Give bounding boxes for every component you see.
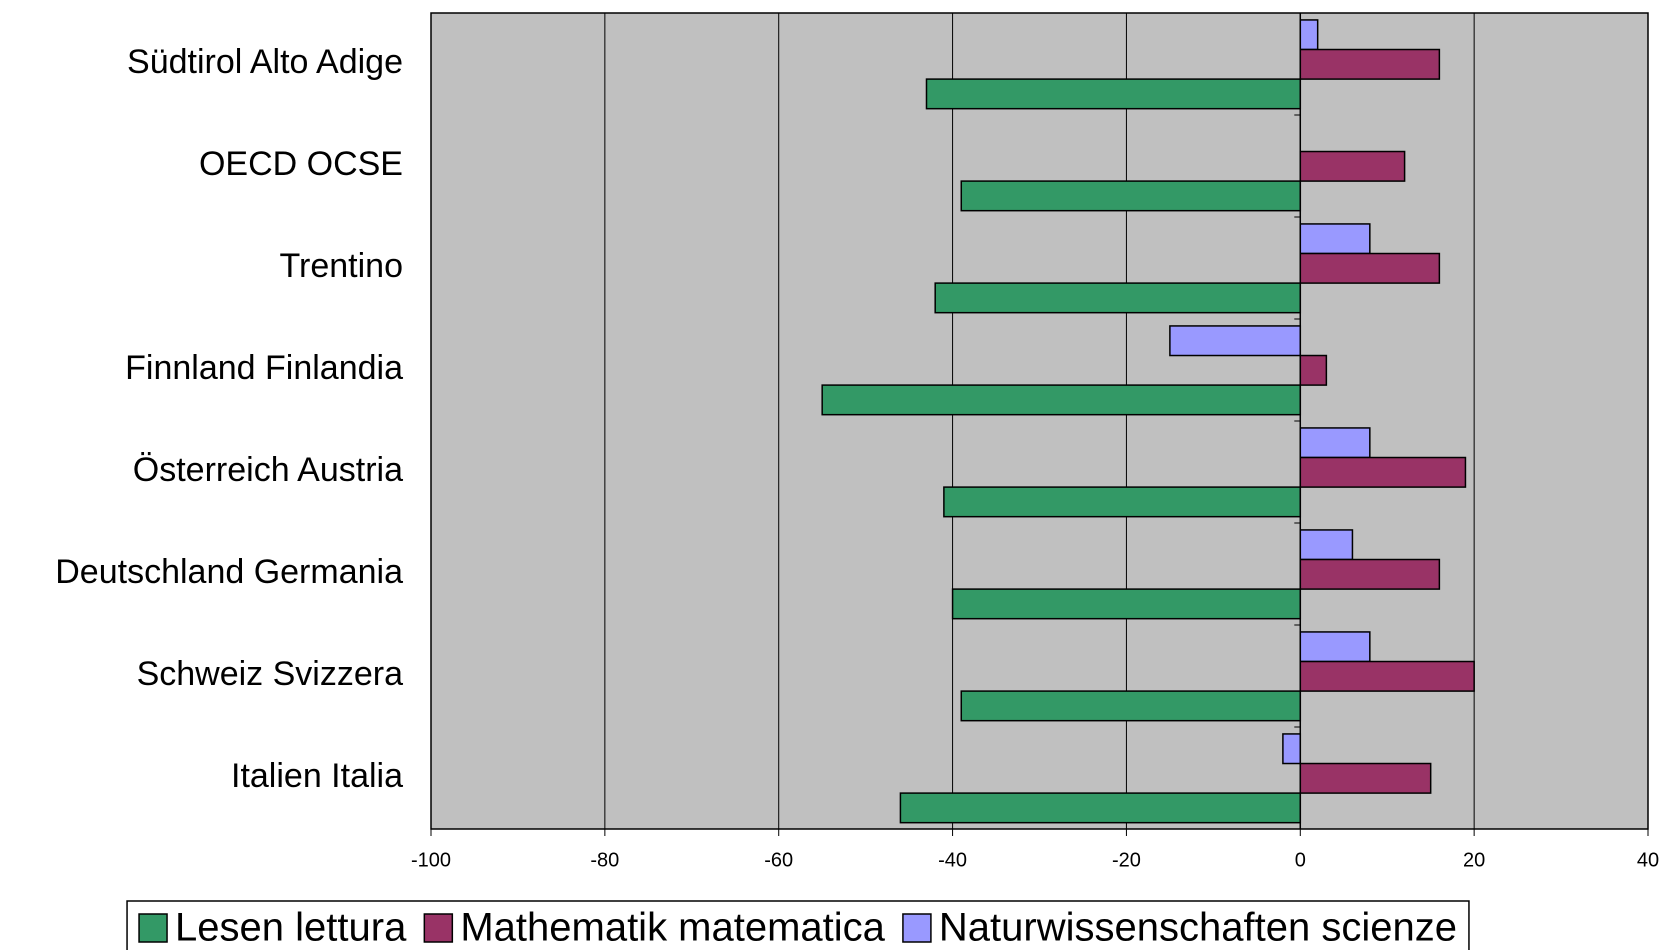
bar <box>960 690 1302 722</box>
bar <box>1299 456 1467 488</box>
x-tick-label: 0 <box>1295 849 1306 871</box>
bar <box>1299 48 1441 80</box>
bar <box>1299 427 1371 459</box>
category-label: Trentino <box>280 247 403 285</box>
bar <box>960 180 1302 212</box>
category-label: Italien Italia <box>231 757 403 795</box>
bar <box>951 588 1302 620</box>
bar <box>1299 762 1432 794</box>
bar <box>899 792 1302 824</box>
bar <box>1299 150 1406 182</box>
category-label: Österreich Austria <box>133 451 403 489</box>
bar <box>1299 354 1328 386</box>
bar <box>1299 631 1371 663</box>
bar <box>1299 223 1371 255</box>
bar <box>821 384 1302 416</box>
x-tick-label: -100 <box>411 849 451 871</box>
x-tick-label: -20 <box>1112 849 1141 871</box>
bar <box>934 282 1302 314</box>
x-tick-label: 40 <box>1637 849 1659 871</box>
bar <box>1299 558 1441 590</box>
x-tick-label: -80 <box>590 849 619 871</box>
bar <box>1299 529 1354 561</box>
bar <box>943 486 1302 518</box>
category-label: Finnland Finlandia <box>125 349 403 387</box>
category-label: Schweiz Svizzera <box>137 655 404 693</box>
category-label: Deutschland Germania <box>55 553 403 591</box>
legend-swatch <box>902 913 932 943</box>
legend-swatch <box>138 913 168 943</box>
x-tick-label: -40 <box>938 849 967 871</box>
bar <box>925 78 1302 110</box>
legend-label: Mathematik matematica <box>460 906 885 950</box>
bar <box>1169 325 1302 357</box>
legend <box>126 900 1470 950</box>
legend-label: Lesen lettura <box>175 906 407 950</box>
bar <box>1299 19 1319 51</box>
legend-swatch <box>423 913 454 943</box>
x-tick-label: 20 <box>1463 849 1485 871</box>
bar <box>1299 660 1475 692</box>
x-tick-label: -60 <box>764 849 793 871</box>
category-label: OECD OCSE <box>199 145 403 183</box>
category-label: Südtirol Alto Adige <box>127 43 403 81</box>
bar <box>1299 252 1441 284</box>
legend-label: Naturwissenschaften scienze <box>939 906 1457 950</box>
bar <box>1282 733 1302 765</box>
